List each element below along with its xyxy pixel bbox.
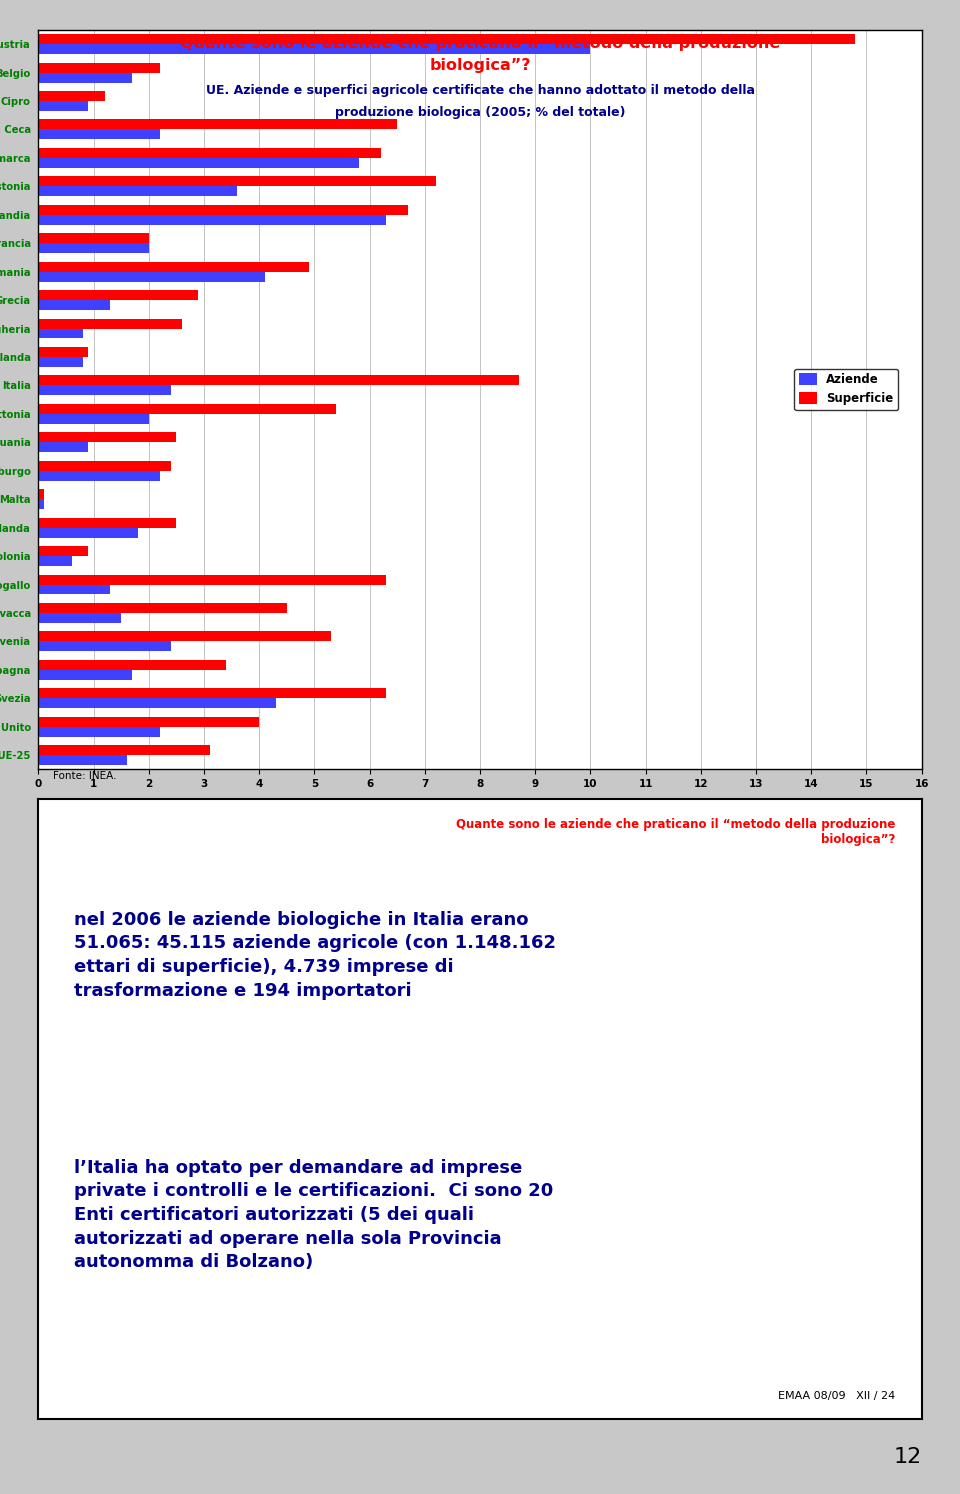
Bar (38, 518, 177, 527)
Bar (38, 660, 227, 669)
Bar (38, 244, 149, 252)
Bar (38, 45, 590, 54)
Text: nel 2006 le aziende biologiche in Italia erano
51.065: 45.115 aziende agricole (: nel 2006 le aziende biologiche in Italia… (74, 911, 556, 999)
Bar (38, 641, 171, 651)
Bar (38, 726, 159, 737)
Bar (38, 272, 265, 281)
Text: biologica”?: biologica”? (429, 58, 531, 73)
Text: produzione biologica (2005; % del totale): produzione biologica (2005; % del totale… (335, 106, 625, 120)
Bar (38, 489, 44, 499)
Bar (38, 669, 132, 680)
Bar (38, 746, 209, 754)
Bar (38, 460, 171, 471)
Bar (38, 187, 237, 196)
Legend: Aziende, Superficie: Aziende, Superficie (794, 369, 898, 409)
Bar (38, 91, 105, 102)
Bar (38, 584, 110, 595)
Bar (38, 432, 177, 442)
Bar (38, 499, 44, 509)
Bar (38, 527, 138, 538)
Bar (38, 176, 436, 187)
Bar (38, 233, 149, 244)
Bar (38, 329, 83, 339)
Bar (38, 120, 397, 130)
Bar (38, 414, 149, 424)
Bar (38, 754, 127, 765)
Text: UE. Aziende e superfici agricole certificate che hanno adottato il metodo della: UE. Aziende e superfici agricole certifi… (205, 84, 755, 97)
Bar (38, 148, 380, 158)
Bar (38, 698, 276, 708)
Text: 12: 12 (894, 1448, 922, 1467)
Bar (38, 215, 386, 224)
Bar (38, 604, 287, 613)
Text: l’Italia ha optato per demandare ad imprese
private i controlli e le certificazi: l’Italia ha optato per demandare ad impr… (74, 1159, 553, 1271)
Bar (38, 575, 386, 584)
Bar (38, 632, 331, 641)
Text: Quante sono le aziende che praticano il “metodo della produzione
biologica”?: Quante sono le aziende che praticano il … (456, 817, 895, 846)
Bar (38, 556, 71, 566)
Text: Quante sono le aziende che praticano il “metodo della produzione: Quante sono le aziende che praticano il … (180, 36, 780, 51)
Bar (38, 318, 182, 329)
Bar (38, 385, 171, 396)
Bar (38, 442, 88, 453)
Text: Fonte: INEA.: Fonte: INEA. (53, 771, 116, 781)
Bar (38, 130, 159, 139)
Bar (38, 205, 408, 215)
Bar (38, 290, 199, 300)
Bar (38, 613, 121, 623)
Bar (38, 357, 83, 368)
Bar (38, 717, 259, 726)
Bar (38, 261, 309, 272)
Bar (38, 63, 159, 73)
Bar (38, 403, 337, 414)
Bar (38, 158, 359, 167)
Bar (38, 471, 159, 481)
Bar (38, 102, 88, 111)
Bar (38, 547, 88, 556)
Text: EMAA 08/09   XII / 24: EMAA 08/09 XII / 24 (778, 1391, 895, 1401)
Bar (38, 34, 855, 45)
Bar (38, 689, 386, 698)
Bar (38, 300, 110, 311)
Bar (38, 73, 132, 82)
Bar (38, 375, 518, 385)
Bar (38, 347, 88, 357)
